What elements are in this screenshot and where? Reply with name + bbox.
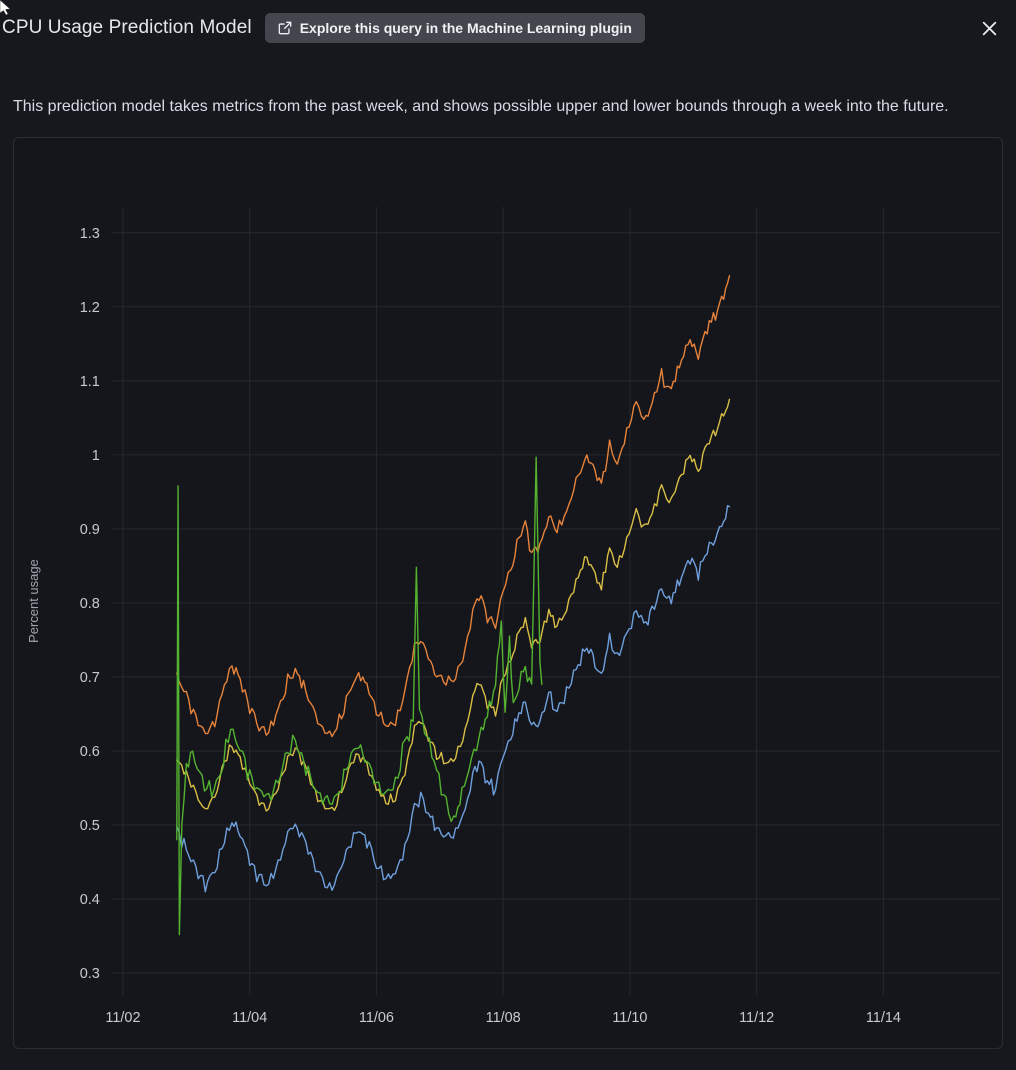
svg-text:0.7: 0.7 [80,670,100,686]
flyout-title: CPU Usage Prediction Model [2,17,252,38]
svg-text:11/04: 11/04 [232,1010,267,1026]
svg-text:1: 1 [92,448,100,464]
svg-text:1.3: 1.3 [80,226,100,242]
svg-text:11/06: 11/06 [359,1010,394,1026]
chart-panel: 11/02 11/04 11/06 11/08 11/10 11/12 11/14 0.3 0.… [13,137,1003,1049]
svg-text:0.6: 0.6 [80,744,100,760]
prediction-chart[interactable]: 11/02 11/04 11/06 11/08 11/10 11/12 11/14 0.3 0.… [14,138,1002,1044]
external-link-icon [278,21,292,35]
svg-text:11/08: 11/08 [486,1010,521,1026]
svg-text:0.3: 0.3 [80,966,100,982]
description: This prediction model takes metrics from… [13,98,949,115]
svg-text:Percent usage: Percent usage [26,559,41,643]
explore-ml-button[interactable]: Explore this query in the Machine Learni… [264,13,645,43]
svg-text:11/10: 11/10 [612,1010,647,1026]
svg-text:11/12: 11/12 [739,1010,774,1026]
svg-text:11/02: 11/02 [105,1010,140,1026]
close-icon [981,21,998,40]
flyout-header: CPU Usage Prediction Model Explore this … [0,0,1016,46]
svg-text:0.4: 0.4 [80,892,100,908]
svg-text:0.5: 0.5 [80,818,100,834]
svg-text:11/14: 11/14 [866,1010,901,1026]
svg-text:1.1: 1.1 [80,374,100,390]
svg-text:0.9: 0.9 [80,522,100,538]
svg-text:0.8: 0.8 [80,596,100,612]
explore-ml-button-label: Explore this query in the Machine Learni… [299,20,632,36]
svg-text:1.2: 1.2 [80,300,100,316]
mouse-cursor [0,0,12,21]
close-button[interactable] [977,16,1002,41]
